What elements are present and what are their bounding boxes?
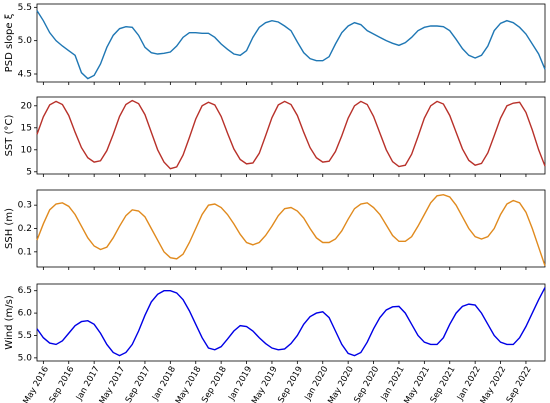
- x-tick-label: Sep 2020: [352, 365, 381, 403]
- plot-frame: [36, 283, 546, 362]
- y-tick-label: 0.3: [18, 201, 32, 211]
- x-tick-label: May 2016: [21, 365, 51, 403]
- x-tick-label: May 2020: [326, 365, 356, 403]
- data-line: [36, 10, 546, 80]
- plot-frame: [36, 3, 546, 83]
- y-tick-label: 10: [21, 145, 33, 155]
- y-tick-label: 20: [21, 101, 33, 111]
- x-tick-label: May 2018: [174, 365, 204, 403]
- x-tick-label: Sep 2017: [124, 365, 153, 403]
- x-tick-label: Jan 2020: [303, 365, 331, 403]
- x-tick-label: Jan 2022: [455, 365, 483, 403]
- x-tick-label: Jan 2019: [226, 365, 254, 403]
- x-tick-label: May 2021: [402, 365, 432, 403]
- x-tick-label: May 2019: [250, 365, 280, 403]
- y-tick-label: 5.5: [18, 331, 32, 341]
- y-axis-label: SSH (m): [4, 208, 15, 249]
- plot-frame: [36, 96, 546, 175]
- x-tick-label: Sep 2022: [505, 365, 534, 403]
- y-tick-label: 0.2: [18, 224, 32, 234]
- x-tick-label: Sep 2018: [200, 365, 229, 403]
- x-tick-label: May 2022: [479, 365, 509, 403]
- y-tick-label: 5.5: [18, 3, 32, 13]
- data-line: [36, 287, 546, 357]
- y-axis-label: SST (°C): [4, 115, 15, 157]
- y-tick-label: 5: [26, 167, 32, 177]
- x-tick-label: Jan 2018: [150, 365, 178, 403]
- data-line: [36, 193, 546, 267]
- y-tick-label: 0.1: [18, 247, 32, 257]
- y-tick-label: 5.0: [18, 36, 33, 46]
- y-tick-label: 5.0: [18, 353, 33, 363]
- x-tick-label: Sep 2021: [429, 365, 458, 403]
- x-tick-label: Sep 2016: [48, 365, 77, 403]
- x-tick-label: Jan 2021: [379, 365, 407, 403]
- x-tick-label: Sep 2019: [276, 365, 305, 403]
- y-axis-label: Wind (m/s): [4, 295, 15, 350]
- x-tick-label: Jan 2017: [74, 365, 102, 403]
- data-line: [36, 99, 546, 170]
- y-tick-label: 6.5: [18, 286, 32, 296]
- y-tick-label: 6.0: [18, 309, 33, 319]
- y-axis-label: PSD slope ξ: [4, 14, 15, 73]
- y-tick-label: 4.5: [18, 70, 32, 80]
- x-tick-label: May 2017: [98, 365, 128, 403]
- y-tick-label: 15: [21, 123, 32, 133]
